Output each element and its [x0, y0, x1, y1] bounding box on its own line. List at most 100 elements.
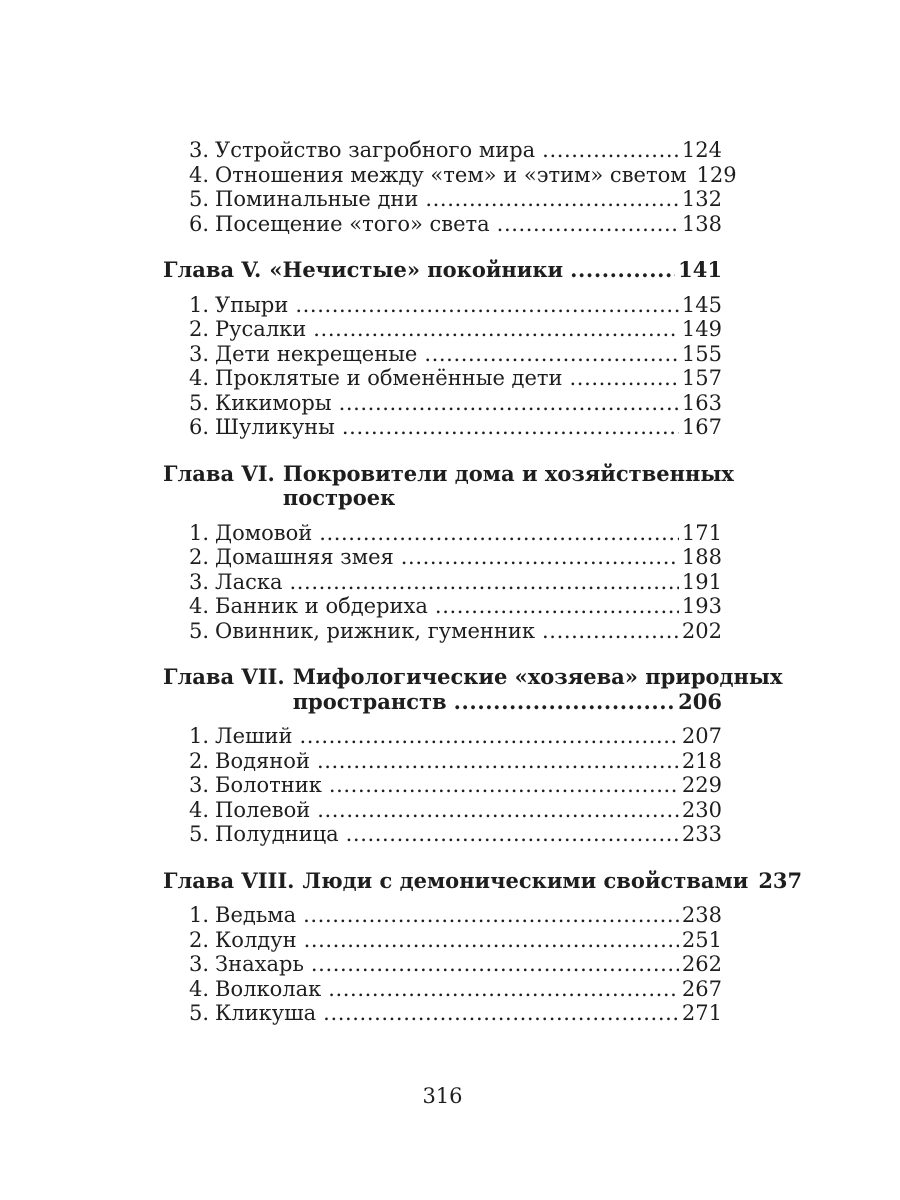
dot-leader: ........................................…: [542, 138, 679, 162]
entry-title: Знахарь: [215, 952, 304, 976]
dot-leader: ........................................…: [295, 292, 679, 317]
entry-number: 5.: [189, 390, 210, 415]
chapter-title-text: Покровители дома и хозяйственных: [282, 460, 734, 486]
entry-page-number: 149: [681, 317, 722, 341]
entry-page-number: 202: [681, 618, 722, 643]
toc-entry-group: 1. Упыри.................................…: [163, 293, 722, 440]
chapter-title-text: пространств: [292, 688, 447, 714]
toc-chapter: Глава V. «Нечистые» покойники............…: [163, 257, 722, 283]
entry-title: Русалки: [215, 317, 307, 341]
entry-title: Поминальные дни: [215, 187, 419, 211]
entry-title: Волколак: [215, 976, 322, 1001]
toc-entry: 5. Полудница.............................…: [189, 822, 722, 847]
toc-entry: 3. Дети некрещеные.......................…: [189, 342, 722, 367]
entry-page-number: 138: [681, 211, 722, 236]
toc-entry: 5. Кикиморы..............................…: [189, 391, 722, 416]
toc-entry: 2. Домашняя змея.........................…: [189, 545, 722, 570]
toc-chapter: Глава VIII. Люди с демоническими свойства…: [163, 867, 803, 894]
entry-page-number: 129: [696, 162, 737, 187]
entry-page-number: 271: [681, 1001, 722, 1025]
toc-entry: 4. Волколак..............................…: [189, 977, 722, 1002]
toc-entry: 5. Овинник, рижник, гуменник.............…: [189, 619, 722, 644]
entry-number: 4.: [189, 162, 210, 187]
toc-entry: 1. Домовой...............................…: [189, 521, 722, 546]
toc-entry: 3. Устройство загробного мира............…: [189, 138, 722, 163]
toc-entry: 4. Банник и обдериха.....................…: [189, 594, 722, 619]
dot-leader: ........................................…: [569, 366, 679, 390]
entry-page-number: 218: [681, 748, 722, 773]
toc-entry: 4. Проклятые и обменённые дети...........…: [189, 366, 722, 391]
entry-number: 3.: [189, 952, 210, 976]
entry-title: Посещение «того» света: [215, 211, 490, 236]
entry-number: 3.: [189, 341, 210, 366]
entry-number: 2.: [189, 317, 210, 341]
chapter-title-lines: Мифологические «хозяева» природных простр…: [292, 664, 783, 715]
dot-leader: ........................................…: [328, 976, 679, 1001]
entry-page-number: 262: [681, 952, 722, 976]
entry-title: Домашняя змея: [215, 545, 394, 569]
entry-number: 5.: [189, 618, 210, 643]
entry-number: 3.: [189, 138, 210, 162]
entry-page-number: 207: [681, 724, 722, 748]
chapter-label: Глава VI.: [163, 460, 275, 486]
chapter-label: Глава VII.: [163, 664, 285, 689]
toc-chapter: Глава VI. Покровители дома и хозяйственны…: [163, 460, 734, 511]
entry-number: 5.: [189, 822, 210, 846]
dot-leader: ........................................…: [345, 822, 679, 846]
entry-number: 6.: [189, 415, 210, 439]
dot-leader: ........................................…: [319, 520, 679, 545]
toc-entry: 4. Отношения между «тем» и «этим» светом 1…: [189, 162, 737, 188]
entry-number: 1.: [189, 520, 210, 545]
entry-title: Колдун: [215, 927, 297, 952]
dot-leader: ........................................…: [570, 258, 675, 282]
dot-leader: ........................................…: [303, 927, 679, 952]
dot-leader: ........................................…: [434, 594, 679, 618]
entry-page-number: 167: [681, 415, 722, 439]
entry-title: Полевой: [215, 797, 311, 822]
entry-number: 2.: [189, 748, 210, 773]
entry-page-number: 233: [681, 822, 722, 846]
toc-entry-group: 3. Устройство загробного мира............…: [163, 138, 737, 236]
entry-title: Устройство загробного мира: [215, 138, 536, 162]
dot-leader: ........................................…: [310, 952, 679, 976]
entry-title: Ласка: [215, 569, 283, 594]
toc-entry: 1. Упыри.................................…: [189, 293, 722, 318]
dot-leader: ........................................…: [303, 903, 679, 927]
dot-leader: ........................................…: [338, 390, 679, 415]
toc-chapter: Глава VII. Мифологические «хозяева» приро…: [163, 664, 783, 715]
toc-entry: 2. Колдун................................…: [189, 928, 722, 953]
chapter-title-lines: «Нечистые» покойники....................…: [269, 257, 722, 283]
chapter-title-lines: Люди с демоническими свойствами 237: [303, 868, 803, 894]
dot-leader: ........................................…: [496, 211, 679, 236]
dot-leader: ........................................…: [316, 748, 679, 773]
toc-entry: 3. Болотник..............................…: [189, 773, 722, 798]
entry-title: Проклятые и обменённые дети: [215, 366, 563, 390]
toc-entry-group: 1. Ведьма................................…: [163, 903, 722, 1026]
entry-page-number: 171: [681, 520, 722, 545]
entry-title: Отношения между «тем» и «этим» светом: [215, 162, 687, 187]
chapter-title-lines: Покровители дома и хозяйственных построек: [283, 461, 734, 511]
entry-title: Болотник: [215, 773, 322, 797]
entry-number: 6.: [189, 211, 210, 236]
entry-title: Шуликуны: [215, 415, 335, 439]
toc-entry: 3. Ласка.................................…: [189, 570, 722, 595]
chapter-title-line: «Нечистые» покойники....................…: [269, 257, 722, 283]
entry-title: Кикиморы: [215, 390, 332, 415]
chapter-title-line: Покровители дома и хозяйственных: [283, 461, 734, 487]
toc-entry: 6. Шуликуны..............................…: [189, 415, 722, 440]
toc-entry: 4. Полевой...............................…: [189, 798, 722, 823]
dot-leader: ........................................…: [453, 689, 676, 714]
entry-page-number: 191: [681, 569, 722, 594]
entry-page-number: 238: [681, 903, 722, 927]
entry-number: 3.: [189, 569, 210, 594]
chapter-title-line: Мифологические «хозяева» природных: [293, 664, 783, 690]
entry-page-number: 229: [681, 773, 722, 797]
entry-number: 4.: [189, 594, 210, 618]
chapter-page-number: 206: [678, 688, 722, 714]
entry-page-number: 132: [681, 187, 722, 211]
chapter-label: Глава VIII.: [163, 867, 295, 893]
chapter-title-line: пространств.............................…: [292, 688, 722, 715]
dot-leader: ........................................…: [425, 187, 679, 211]
chapter-title-text: «Нечистые» покойники: [269, 257, 564, 282]
